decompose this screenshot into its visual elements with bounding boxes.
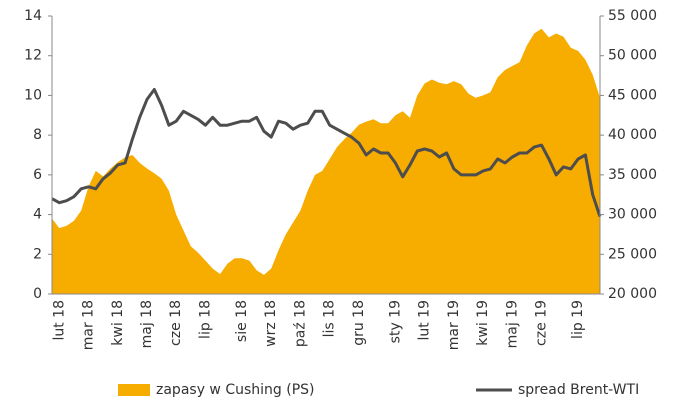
y2-tick-label: 45 000 — [608, 87, 657, 103]
x-tick-label: cze 18 — [168, 300, 184, 346]
y-tick-label: 10 — [24, 87, 42, 103]
x-tick-label: kwi 18 — [110, 300, 126, 346]
y-tick-label: 12 — [24, 48, 42, 64]
legend-swatch — [118, 384, 150, 396]
area — [52, 28, 600, 294]
y2-tick-label: 50 000 — [608, 48, 657, 64]
legend-label: zapasy w Cushing (PS) — [156, 382, 315, 398]
x-tick-label: lut 19 — [417, 300, 433, 341]
y2-tick-label: 30 000 — [608, 207, 657, 223]
y2-tick-label: 20 000 — [608, 286, 657, 302]
y-tick-label: 14 — [24, 8, 42, 24]
y2-tick-label: 35 000 — [608, 167, 657, 183]
x-tick-label: lip 18 — [197, 300, 213, 339]
x-tick-label: cze 19 — [534, 300, 550, 346]
y2-tick-label: 25 000 — [608, 246, 657, 262]
y-tick-label: 6 — [33, 167, 42, 183]
x-tick-label: lut 18 — [51, 300, 67, 341]
y-tick-label: 4 — [33, 207, 42, 223]
x-tick-label: kwi 19 — [475, 300, 491, 346]
x-tick-label: paź 18 — [292, 300, 308, 347]
x-tick-label: sie 18 — [234, 300, 250, 342]
x-tick-label: gru 18 — [351, 300, 367, 346]
x-tick-label: lis 18 — [322, 300, 338, 337]
x-tick-label: wrz 18 — [263, 300, 279, 347]
legend-label: spread Brent-WTI — [518, 382, 639, 398]
x-tick-label: maj 18 — [139, 300, 155, 348]
x-tick-label: lip 19 — [570, 300, 586, 339]
x-tick-label: mar 19 — [446, 300, 462, 350]
x-tick-label: maj 19 — [504, 300, 520, 348]
y-tick-label: 8 — [33, 127, 42, 143]
y-tick-label: 0 — [33, 286, 42, 302]
y2-tick-label: 40 000 — [608, 127, 657, 143]
x-tick-label: sty 19 — [387, 300, 403, 343]
y2-tick-label: 55 000 — [608, 8, 657, 24]
y-tick-label: 2 — [33, 246, 42, 262]
line — [51, 88, 602, 218]
x-tick-label: mar 18 — [81, 300, 97, 350]
